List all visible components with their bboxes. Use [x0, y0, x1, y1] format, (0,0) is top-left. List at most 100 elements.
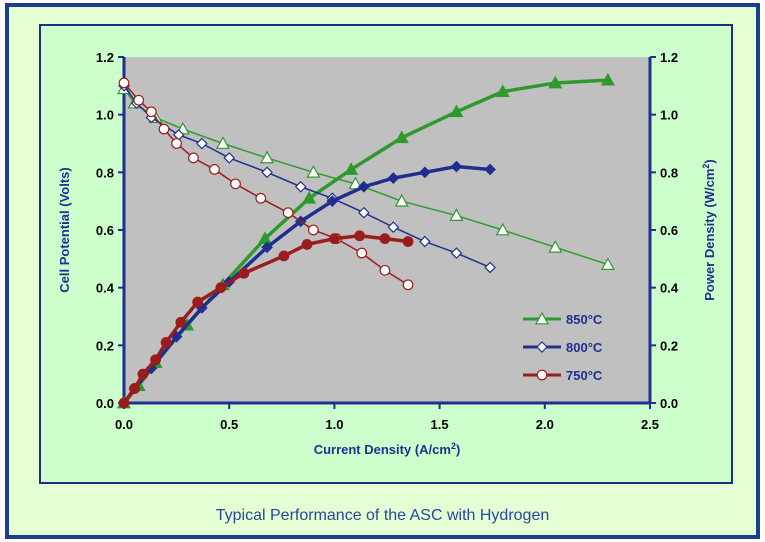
- voltage-point-750c: [188, 152, 199, 164]
- y-right-tick-label: 1.2: [660, 50, 678, 65]
- power-point-850c: [449, 104, 464, 118]
- legend-marker-850c: [534, 311, 550, 325]
- plot-area: [124, 57, 650, 403]
- voltage-point-800c: [358, 206, 370, 219]
- y-right-tick-label: 1.0: [660, 108, 678, 123]
- power-point-750c: [278, 250, 290, 262]
- y-left-tick-label: 0.4: [96, 281, 115, 296]
- voltage-line-800c: [123, 85, 491, 269]
- power-point-850c: [394, 130, 409, 144]
- voltage-point-750c: [282, 207, 294, 219]
- y-axis-right-label: Power Density (W/cm2): [701, 159, 717, 301]
- y-right-tick-label: 0.0: [660, 396, 678, 411]
- x-tick-label: 0.0: [115, 417, 133, 432]
- y-left-tick-label: 0.6: [96, 223, 114, 238]
- voltage-point-850c: [495, 222, 510, 236]
- voltage-point-750c: [158, 123, 170, 135]
- voltage-point-750c: [402, 279, 414, 291]
- legend-marker-800c: [536, 341, 548, 353]
- voltage-point-750c: [209, 164, 220, 175]
- voltage-point-750c: [133, 94, 145, 106]
- power-point-800c: [484, 163, 496, 176]
- power-point-800c: [261, 241, 273, 254]
- power-point-750c: [137, 368, 149, 380]
- power-point-750c: [379, 233, 391, 245]
- voltage-point-800c: [387, 221, 400, 233]
- voltage-point-750c: [230, 178, 241, 190]
- x-tick-label: 2.5: [641, 417, 659, 432]
- y-left-tick-label: 1.0: [96, 108, 114, 123]
- y-axis-left-label: Cell Potential (Volts): [57, 167, 72, 292]
- power-point-750c: [238, 267, 250, 279]
- y-left-tick-label: 0.2: [96, 338, 114, 353]
- tick-labels: 0.0 0.5 1.0 1.5 2.0 2.50.00.20.40.60.81.01.20…: [96, 50, 679, 432]
- y-left-tick-label: 0.8: [96, 165, 114, 180]
- power-point-850c: [600, 72, 615, 86]
- power-point-750c: [215, 282, 227, 294]
- voltage-point-800c: [261, 166, 273, 179]
- power-point-750c: [402, 236, 414, 247]
- voltage-point-750c: [255, 192, 267, 204]
- voltage-point-850c: [348, 176, 363, 190]
- power-point-750c: [192, 296, 204, 308]
- legend-item-800c: 800°C: [523, 340, 603, 355]
- figure-caption: Typical Performance of the ASC with Hydr…: [215, 507, 550, 524]
- y-right-tick-label: 0.2: [660, 338, 678, 353]
- voltage-point-850c: [394, 193, 409, 207]
- power-point-800c: [358, 180, 370, 193]
- x-tick-label: 1.5: [431, 417, 449, 432]
- legend-item-750c: 750°C: [523, 368, 603, 383]
- voltage-point-800c: [223, 152, 236, 164]
- voltage-point-750c: [145, 106, 157, 118]
- legend-label-850c: 850°C: [566, 312, 603, 327]
- legend-item-850c: 850°C: [523, 311, 603, 327]
- voltage-point-750c: [307, 224, 319, 236]
- power-point-750c: [150, 354, 161, 366]
- power-point-750c: [118, 397, 130, 409]
- legend: 850°C 800°C 750°C: [523, 311, 603, 383]
- voltage-point-850c: [215, 136, 230, 149]
- power-point-750c: [160, 337, 172, 348]
- voltage-point-750c: [171, 138, 183, 149]
- power-point-800c: [326, 195, 339, 208]
- series-750c: [118, 77, 414, 409]
- voltage-point-800c: [484, 261, 496, 274]
- power-point-750c: [129, 383, 140, 394]
- voltage-point-750c: [118, 77, 130, 89]
- voltage-point-850c: [600, 257, 615, 270]
- series-layer: [116, 72, 615, 409]
- power-point-850c: [257, 231, 272, 245]
- legend-marker-750c: [536, 369, 548, 381]
- power-point-800c: [387, 172, 400, 184]
- x-tick-label: 2.0: [536, 417, 554, 432]
- voltage-point-800c: [294, 180, 307, 193]
- power-point-750c: [354, 230, 366, 242]
- voltage-point-800c: [195, 137, 208, 150]
- voltage-point-750c: [356, 247, 368, 259]
- legend-label-800c: 800°C: [566, 340, 603, 355]
- power-point-750c: [301, 239, 313, 250]
- voltage-point-800c: [450, 247, 463, 259]
- power-point-850c: [344, 162, 359, 175]
- x-tick-label: 1.0: [325, 417, 343, 432]
- power-point-850c: [302, 191, 317, 204]
- voltage-point-850c: [449, 208, 464, 221]
- y-right-tick-label: 0.8: [660, 165, 678, 180]
- voltage-point-800c: [419, 235, 431, 248]
- voltage-point-850c: [306, 165, 321, 178]
- power-point-850c: [548, 75, 563, 89]
- voltage-point-750c: [379, 264, 391, 276]
- power-point-750c: [175, 316, 187, 328]
- power-point-750c: [329, 233, 340, 245]
- x-tick-label: 0.5: [220, 417, 238, 432]
- y-right-tick-label: 0.4: [660, 281, 679, 296]
- voltage-point-850c: [548, 240, 563, 253]
- y-right-tick-label: 0.6: [660, 223, 678, 238]
- power-point-800c: [450, 160, 463, 173]
- voltage-point-850c: [260, 150, 275, 164]
- y-left-tick-label: 0.0: [96, 396, 114, 411]
- legend-label-750c: 750°C: [566, 368, 603, 383]
- power-point-800c: [419, 166, 431, 179]
- y-left-tick-label: 1.2: [96, 50, 114, 65]
